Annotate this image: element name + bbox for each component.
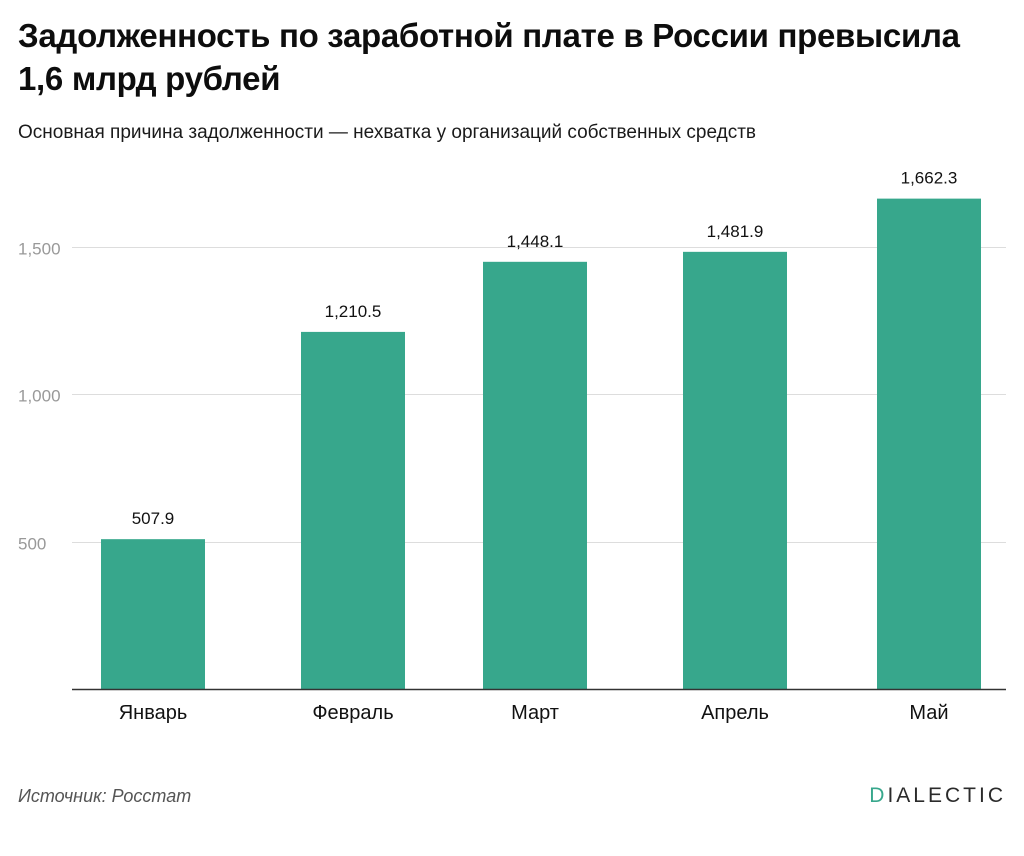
chart-title: Задолженность по заработной плате в Росс… — [18, 17, 960, 97]
x-tick-label: Январь — [119, 702, 188, 724]
gridlines: 500 1,000 1,500 — [18, 240, 1006, 554]
bar-3 — [483, 261, 587, 689]
data-label: 1,210.5 — [325, 302, 382, 321]
chart-subtitle: Основная причина задолженности — нехватк… — [18, 122, 757, 143]
data-label: 1,662.3 — [901, 169, 958, 188]
logo-text: IALECTIC — [887, 784, 1006, 807]
x-tick-label: Март — [511, 702, 559, 724]
logo-initial: D — [869, 784, 888, 807]
y-tick-label: 1,000 — [18, 387, 61, 406]
bars: 507.9 Январь 1,210.5 Февраль 1,448.1 Март 1,48… — [101, 169, 981, 724]
bar-1 — [101, 539, 205, 689]
x-tick-label: Апрель — [701, 702, 769, 724]
x-tick-label: Февраль — [312, 702, 393, 724]
x-tick-label: Май — [909, 702, 948, 724]
source-note: Источник: Росстат — [18, 786, 192, 806]
data-label: 1,448.1 — [507, 232, 564, 251]
bar-5 — [877, 198, 981, 689]
data-label: 1,481.9 — [707, 222, 764, 241]
bar-4 — [683, 251, 787, 690]
y-tick-label: 1,500 — [18, 240, 61, 259]
bar-2 — [301, 331, 405, 689]
data-label: 507.9 — [132, 509, 175, 528]
dialectic-logo: DIALECTIC — [869, 784, 1006, 808]
y-tick-label: 500 — [18, 535, 46, 554]
